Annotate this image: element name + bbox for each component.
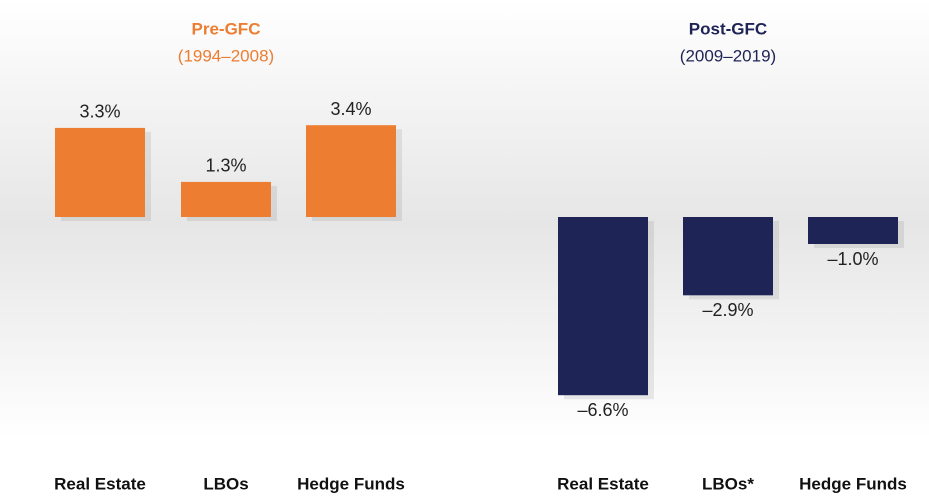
value-label: –1.0%: [827, 249, 878, 269]
category-label: Real Estate: [54, 474, 146, 493]
value-label: 1.3%: [205, 156, 246, 176]
bar: [55, 127, 145, 217]
bar: [306, 125, 396, 217]
bar: [683, 217, 773, 296]
category-label: Hedge Funds: [297, 474, 405, 493]
value-label: –6.6%: [577, 400, 628, 420]
category-label: Real Estate: [557, 474, 649, 493]
chart-title: Pre-GFC: [192, 19, 261, 38]
category-label: LBOs*: [702, 474, 754, 493]
category-label: Hedge Funds: [799, 474, 907, 493]
bar: [181, 181, 271, 217]
category-label: LBOs: [203, 474, 248, 493]
chart-subtitle: (1994–2008): [178, 46, 274, 65]
bar: [808, 217, 898, 244]
value-label: 3.4%: [330, 99, 371, 119]
bar: [558, 217, 648, 396]
value-label: 3.3%: [79, 102, 120, 122]
chart-title: Post-GFC: [689, 19, 767, 38]
chart-subtitle: (2009–2019): [680, 46, 776, 65]
value-label: –2.9%: [702, 300, 753, 320]
